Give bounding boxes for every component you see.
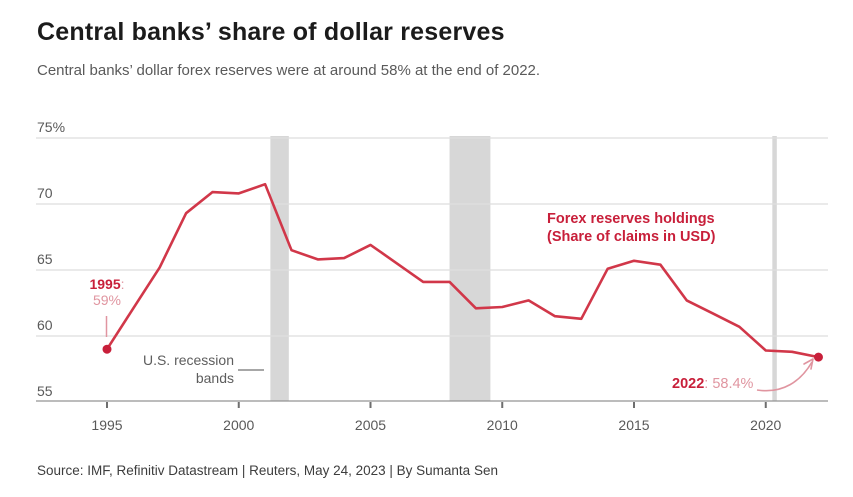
annotation-1995-sep: : bbox=[120, 276, 125, 292]
y-tick-label: 75% bbox=[37, 119, 65, 135]
series-label-line1: Forex reserves holdings bbox=[547, 211, 715, 227]
recession-band bbox=[449, 136, 491, 401]
x-tick-label: 2005 bbox=[355, 417, 386, 433]
data-line bbox=[105, 182, 820, 359]
annotation-recession-line2: bands bbox=[195, 369, 234, 386]
y-tick-label: 60 bbox=[37, 317, 53, 333]
annotation-2022: 2022: 58.4% bbox=[672, 376, 753, 392]
annotation-2022-value: 58.4% bbox=[712, 376, 754, 392]
x-tick-label: 2020 bbox=[750, 417, 781, 433]
annotation-2022-year: 2022 bbox=[672, 376, 705, 392]
annotation-2022-sep: : bbox=[704, 376, 713, 392]
annotation-series-label: Forex reserves holdings (Share of claims… bbox=[547, 211, 715, 246]
data-point-1995 bbox=[102, 344, 112, 354]
y-tick-label: 65 bbox=[37, 251, 53, 267]
end-label-arrowhead bbox=[803, 358, 814, 370]
annotation-1995-year: 1995 bbox=[89, 276, 121, 292]
annotation-1995-year-line: 1995: bbox=[78, 276, 136, 292]
recession-band bbox=[772, 136, 777, 401]
x-tick-label: 2000 bbox=[223, 417, 254, 433]
recession-band bbox=[270, 136, 289, 401]
x-tick-label: 1995 bbox=[91, 417, 122, 433]
source-line: Source: IMF, Refinitiv Datastream | Reut… bbox=[37, 463, 498, 478]
y-tick-label: 55 bbox=[37, 383, 53, 399]
data-point-2022 bbox=[813, 352, 823, 362]
annotation-1995-value: 59% bbox=[92, 292, 122, 308]
y-tick-label: 70 bbox=[37, 185, 53, 201]
annotation-1995: 1995: 59% bbox=[78, 276, 136, 308]
chart-subtitle: Central banks’ dollar forex reserves wer… bbox=[37, 62, 541, 79]
end-label-arrow bbox=[756, 361, 813, 392]
page-title: Central banks’ share of dollar reserves bbox=[37, 18, 505, 46]
x-tick-label: 2010 bbox=[487, 417, 518, 433]
x-tick-label: 2015 bbox=[618, 417, 649, 433]
series-label-line2: (Share of claims in USD) bbox=[547, 228, 716, 245]
annotation-recession-bands: U.S. recession bands bbox=[128, 352, 234, 387]
annotation-recession-line1: U.S. recession bbox=[142, 352, 234, 368]
